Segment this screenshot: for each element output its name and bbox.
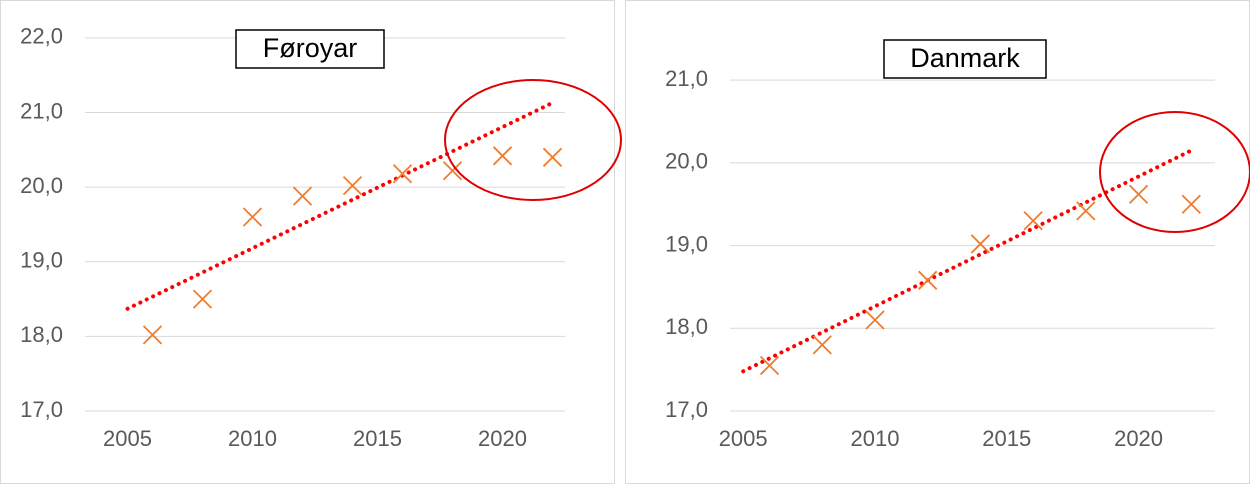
x-tick-label: 2005	[103, 426, 152, 451]
y-tick-label: 19,0	[20, 248, 63, 273]
x-tick-label: 2020	[1114, 426, 1163, 451]
x-tick-label: 2005	[719, 426, 768, 451]
scatter-point	[1128, 184, 1149, 204]
x-tick-label: 2015	[982, 426, 1031, 451]
chart-title: Danmark	[910, 43, 1020, 73]
y-tick-label: 18,0	[665, 314, 708, 339]
scatter-point	[812, 335, 832, 355]
scatter-point	[865, 310, 885, 330]
scatter-point	[142, 325, 163, 345]
scatter-point	[342, 176, 363, 196]
y-tick-label: 21,0	[665, 66, 708, 91]
scatter-point	[242, 207, 263, 227]
highlight-ellipse	[1099, 111, 1250, 233]
scatter-point	[759, 355, 780, 376]
scatter-point	[542, 147, 563, 167]
scatter-point	[392, 164, 413, 184]
scatter-point	[492, 146, 513, 166]
highlight-ellipse	[444, 79, 622, 201]
scatter-point	[442, 161, 463, 181]
y-tick-label: 21,0	[20, 98, 63, 123]
scatter-point	[1023, 211, 1043, 231]
trendline	[741, 148, 1194, 374]
x-tick-label: 2015	[353, 426, 402, 451]
scatter-point	[918, 270, 938, 290]
y-tick-label: 19,0	[665, 231, 708, 256]
y-tick-label: 17,0	[20, 397, 63, 422]
y-tick-label: 20,0	[665, 149, 708, 174]
y-tick-label: 20,0	[20, 173, 63, 198]
plots: 17,0 18,0 19,0 20,0 21,0 22,0 2005 2010 2015 2020…	[20, 24, 1215, 451]
x-tick-label: 2010	[850, 426, 899, 451]
scatter-point	[192, 289, 213, 309]
scatter-point	[1181, 194, 1201, 214]
title-box	[883, 39, 1047, 79]
trendline	[125, 100, 555, 311]
chart-title: Føroyar	[263, 33, 358, 63]
scatter-point	[970, 234, 991, 254]
title-box	[235, 29, 385, 69]
x-tick-label: 2010	[228, 426, 277, 451]
x-tick-label: 2020	[478, 426, 527, 451]
scatter-point	[1076, 201, 1096, 221]
scatter-point	[292, 186, 313, 206]
y-tick-label: 22,0	[20, 24, 63, 49]
y-tick-label: 17,0	[665, 397, 708, 422]
y-tick-label: 18,0	[20, 322, 63, 347]
